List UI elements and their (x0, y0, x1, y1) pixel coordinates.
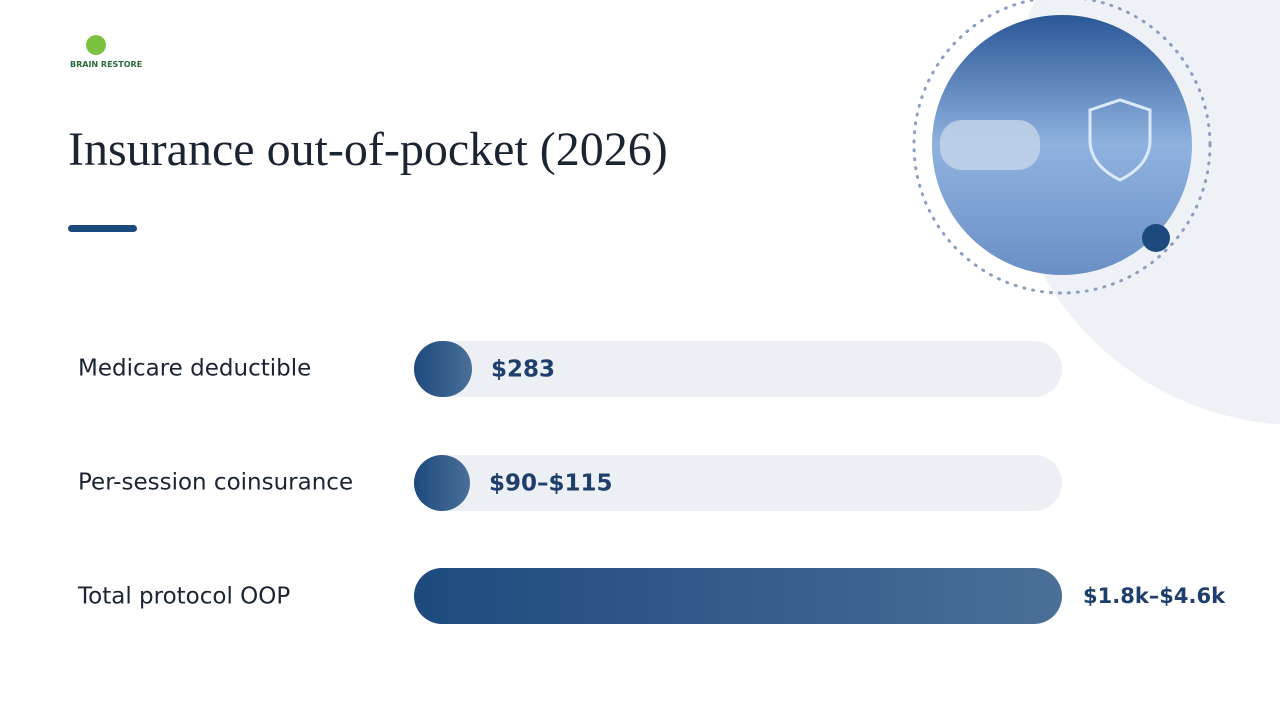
row-label: Per-session coinsurance (78, 470, 353, 496)
bar-fill (414, 341, 472, 397)
row-value: $90–$115 (489, 471, 613, 497)
shield-icon (1088, 98, 1152, 182)
logo-text: BRAIN RESTORE (70, 60, 142, 69)
bar-track (414, 341, 1062, 397)
hero-image (932, 15, 1192, 275)
machine-illustration (940, 120, 1040, 170)
slide-title: Insurance out-of-pocket (2026) (68, 123, 668, 176)
accent-dot (1142, 224, 1170, 252)
bar-fill (414, 455, 470, 511)
title-underline (68, 225, 137, 232)
bar-track (414, 455, 1062, 511)
row-value: $283 (491, 357, 555, 383)
row-label: Total protocol OOP (77, 584, 290, 610)
row-label: Medicare deductible (78, 356, 311, 382)
bar-fill (414, 568, 1062, 624)
dotted-ring (912, 0, 1212, 295)
logo-icon (86, 35, 106, 55)
row-value: $1.8k–$4.6k (1083, 584, 1226, 608)
